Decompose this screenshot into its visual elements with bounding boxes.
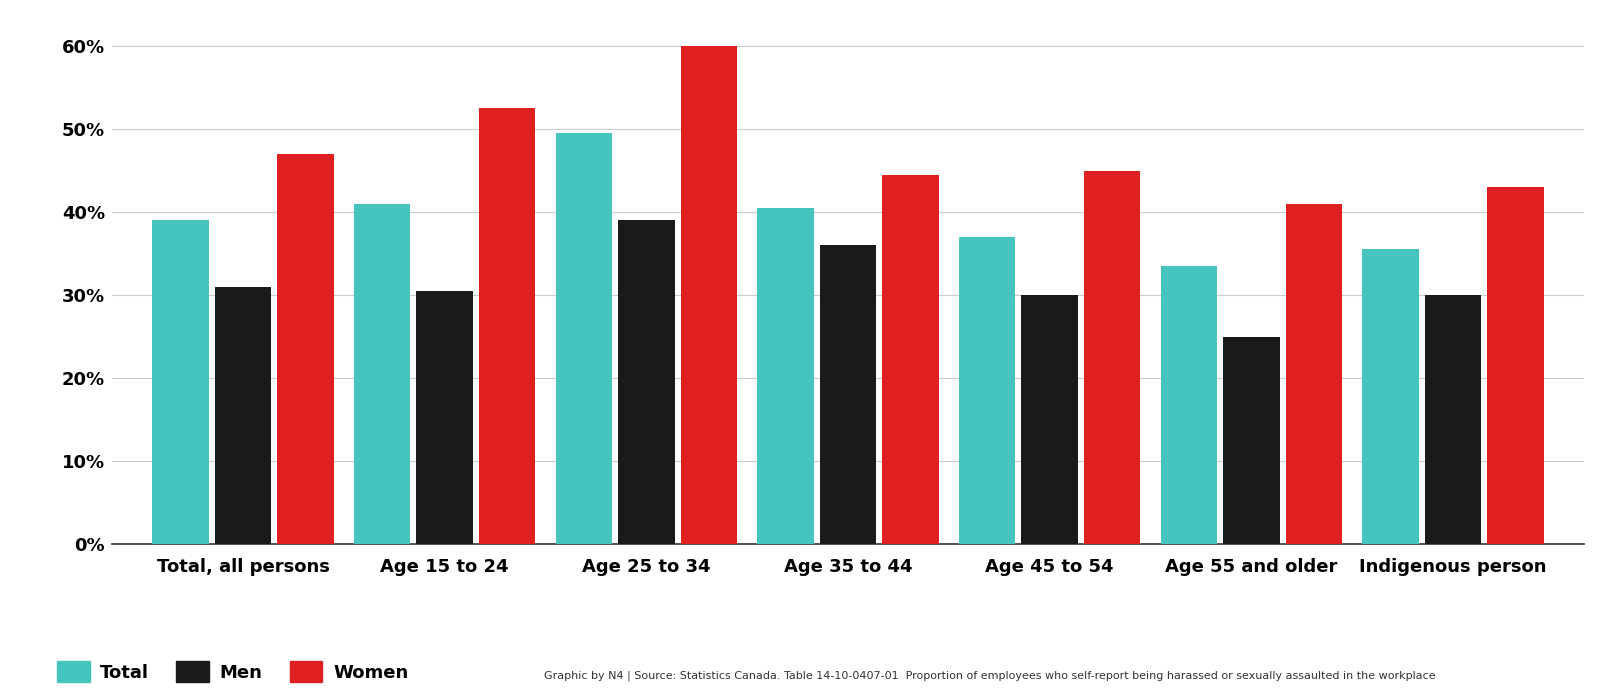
Bar: [680, 46, 738, 544]
Bar: [819, 245, 877, 544]
Bar: [1021, 295, 1078, 544]
Bar: [618, 221, 675, 544]
Bar: [1160, 266, 1218, 544]
Bar: [152, 221, 208, 544]
Bar: [1083, 170, 1141, 544]
Legend: Total, Men, Women: Total, Men, Women: [58, 661, 408, 682]
Bar: [958, 237, 1016, 544]
Bar: [882, 174, 939, 544]
Bar: [478, 108, 536, 544]
Bar: [555, 133, 613, 544]
Bar: [416, 291, 474, 544]
Bar: [1424, 295, 1482, 544]
Bar: [277, 154, 334, 544]
Bar: [214, 287, 272, 544]
Bar: [1222, 336, 1280, 544]
Bar: [1362, 249, 1419, 544]
Bar: [757, 208, 814, 544]
Bar: [1488, 187, 1544, 544]
Text: Graphic by N4 | Source: Statistics Canada. Table 14-10-0407-01  Proportion of em: Graphic by N4 | Source: Statistics Canad…: [544, 670, 1435, 681]
Bar: [1285, 204, 1342, 544]
Bar: [354, 204, 411, 544]
